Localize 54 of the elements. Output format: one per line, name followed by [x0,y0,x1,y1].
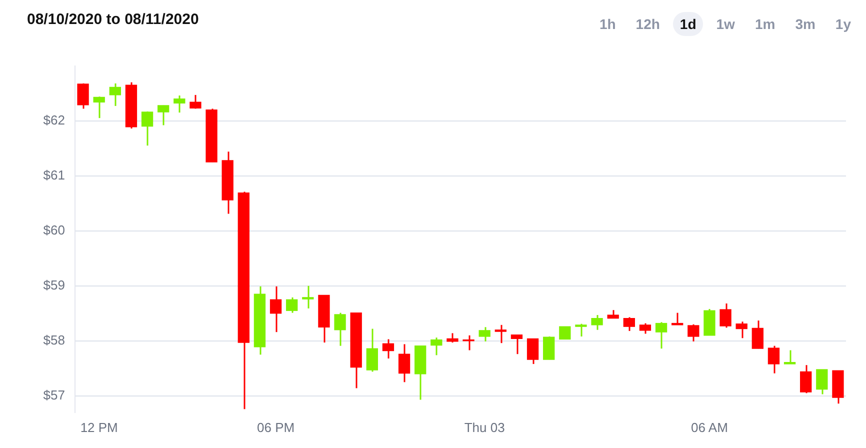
candlestick [784,349,796,365]
candlestick [655,321,668,350]
candlestick [270,286,282,333]
candlestick [430,336,442,356]
text: 1m [754,15,776,34]
text: 1d [672,12,704,36]
y-tick-label: $58 [43,332,65,348]
chart-title: 08/10/2020 to 08/11/2020 [27,11,199,28]
candlestick [510,334,523,355]
candlestick [382,338,394,360]
text: 1y [834,15,852,34]
candlestick [109,82,121,107]
candlestick [286,296,298,314]
candlestick [446,332,458,344]
candlestick [302,285,314,310]
candlestick [623,316,635,332]
text: 1h [598,15,617,34]
candlestick [688,324,700,342]
candlestick [366,328,378,372]
x-tick-label: 06 PM [256,420,295,435]
x-tick-label: 12 PM [80,420,118,435]
candlestick [672,312,684,326]
candlestick [190,94,202,110]
x-tick-label: Thu 03 [464,420,505,435]
y-tick-label: $59 [43,277,65,292]
y-tick-label: $62 [43,112,65,128]
candlestick [526,338,539,365]
candlestick [736,320,748,339]
candlestick [575,323,587,338]
candlestick [768,345,780,374]
text: 3m [794,15,816,34]
candlestick [141,110,154,146]
text: 1w [715,15,736,34]
candlestick [494,324,506,344]
candlestick [334,312,346,347]
candlestick [752,320,764,350]
candlestick [816,368,828,395]
candlestick [478,326,490,342]
candlestick [158,104,170,126]
candlestick [174,94,186,114]
candlestick [591,314,603,331]
candlestick [77,82,89,110]
text: 12h [634,15,661,34]
candlestick [639,322,652,334]
candlestick [720,302,732,328]
y-tick-label: $60 [43,222,65,238]
candlestick [559,326,571,340]
candlestick [93,96,105,119]
x-tick-label: 06 AM [691,420,728,435]
y-tick-label: $57 [43,387,65,402]
candlestick [800,364,812,394]
candlestick [398,343,410,383]
candlestick [543,336,555,360]
y-tick-label: $61 [43,167,65,182]
